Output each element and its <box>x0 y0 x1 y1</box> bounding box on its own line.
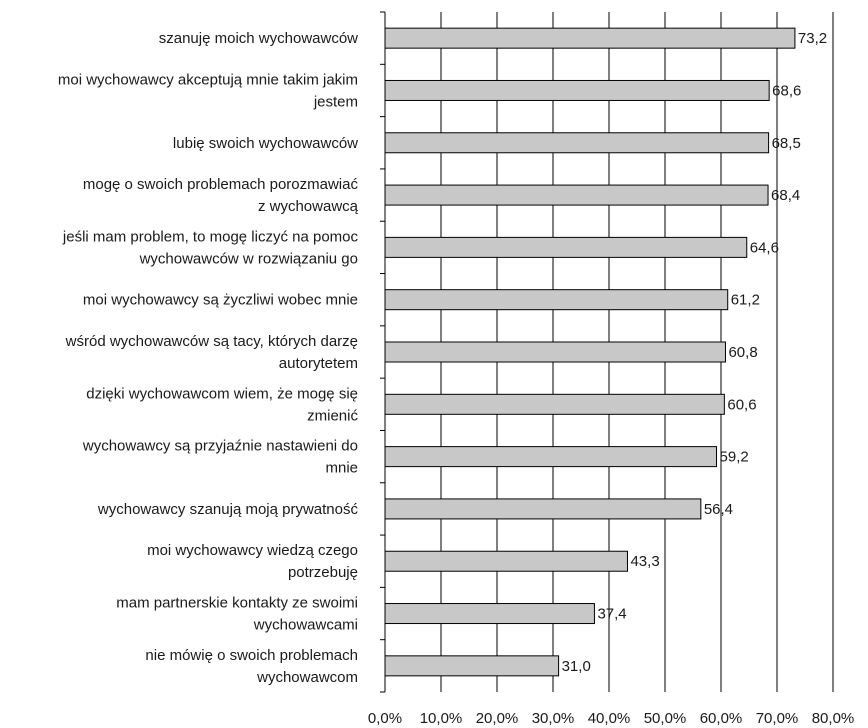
bar <box>384 341 726 363</box>
category-label: mogę o swoich problemach porozmawiać z wy… <box>83 176 359 215</box>
bar <box>384 27 796 49</box>
x-tick-label: 70,0% <box>756 710 799 727</box>
y-axis <box>380 11 386 693</box>
data-label: 68,5 <box>772 135 801 152</box>
bar <box>384 132 770 154</box>
bar <box>384 550 628 572</box>
category-label: moi wychowawcy akceptują mnie takim jaki… <box>58 71 358 110</box>
x-tick-label: 10,0% <box>420 710 463 727</box>
x-tick-label: 0,0% <box>368 710 402 727</box>
bar <box>384 79 770 101</box>
bar <box>384 184 769 206</box>
data-label: 61,2 <box>731 292 760 309</box>
category-label: moi wychowawcy są życzliwi wobec mnie <box>83 292 358 309</box>
data-label: 68,6 <box>772 82 801 99</box>
category-label: moi wychowawcy wiedzą czego potrzebuję <box>147 542 358 581</box>
bars <box>384 27 796 677</box>
data-label: 68,4 <box>771 187 800 204</box>
category-label: wśród wychowawców są tacy, których darzę… <box>65 333 358 372</box>
data-label: 59,2 <box>720 449 749 466</box>
data-label: 56,4 <box>704 501 733 518</box>
category-labels: szanuję moich wychowawców moi wychowawcy … <box>58 30 359 686</box>
category-label: jeśli mam problem, to mogę liczyć na pom… <box>62 228 359 267</box>
category-label: lubię swoich wychowawców <box>173 135 358 152</box>
category-label: dzięki wychowawcom wiem, że mogę się zmie… <box>86 385 358 424</box>
bar <box>384 498 702 520</box>
x-tick-label: 80,0% <box>812 710 855 727</box>
value-labels: 73,2 68,6 68,5 68,4 64,6 61,2 60,8 60,6 59,2 56,4… <box>562 30 828 675</box>
data-label: 73,2 <box>798 30 827 47</box>
data-label: 43,3 <box>630 553 659 570</box>
data-label: 60,6 <box>727 396 756 413</box>
x-tick-label: 30,0% <box>532 710 575 727</box>
bar <box>384 603 595 625</box>
bar <box>384 289 729 311</box>
x-tick-label: 60,0% <box>700 710 743 727</box>
data-label: 64,6 <box>750 239 779 256</box>
category-label: szanuję moich wychowawców <box>159 30 358 47</box>
bar <box>384 446 718 468</box>
bar <box>384 236 748 258</box>
data-label: 60,8 <box>728 344 757 361</box>
x-tick-label: 40,0% <box>588 710 631 727</box>
category-label: wychowawcy szanują moją prywatność <box>97 501 359 518</box>
category-label: wychowawcy są przyjaźnie nastawieni do mn… <box>82 438 358 477</box>
data-label: 37,4 <box>597 606 626 623</box>
x-tick-label: 20,0% <box>476 710 519 727</box>
data-label: 31,0 <box>562 658 591 675</box>
bar <box>384 393 725 415</box>
x-tick-label: 50,0% <box>644 710 687 727</box>
category-label: mam partnerskie kontakty ze swoimi wychow… <box>116 595 358 634</box>
bar <box>384 655 560 677</box>
x-tick-labels: 0,0% 10,0% 20,0% 30,0% 40,0% 50,0% 60,0% 70,0% 8… <box>368 710 854 727</box>
category-label: nie mówię o swoich problemach wychowawcom <box>145 647 358 686</box>
